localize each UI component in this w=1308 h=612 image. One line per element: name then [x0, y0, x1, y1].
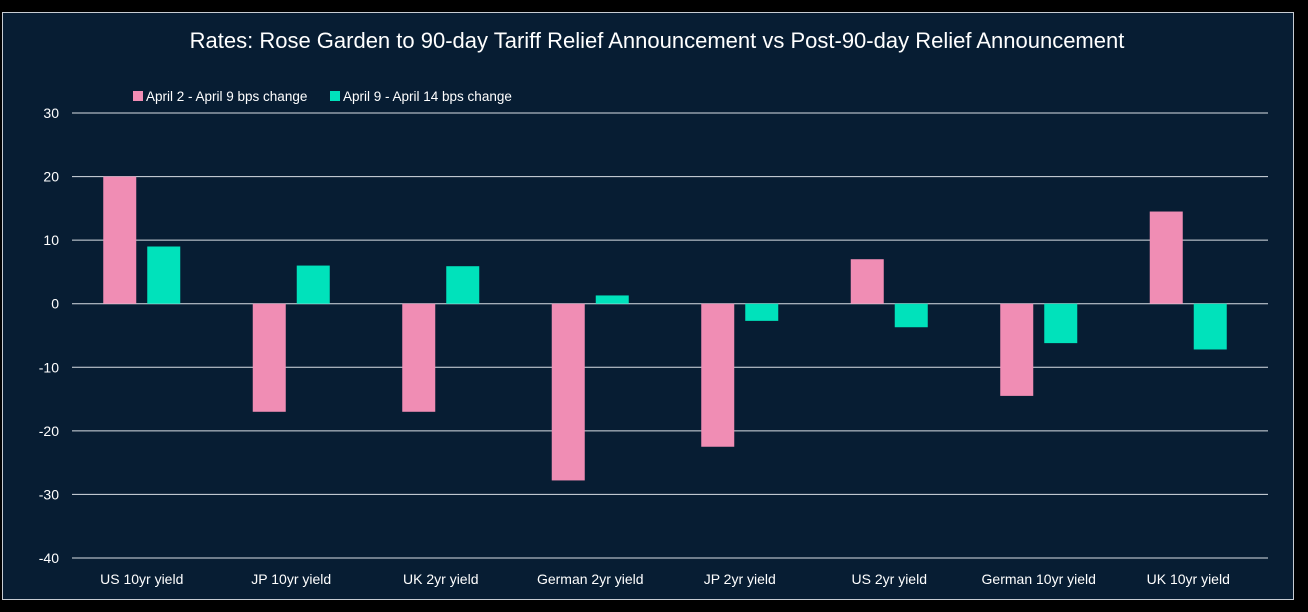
legend-label-series-1: April 2 - April 9 bps change [146, 89, 307, 104]
bar-series-1 [701, 303, 735, 447]
x-category-label: UK 10yr yield [1147, 571, 1230, 587]
bar-series-1 [103, 176, 137, 304]
bar-series-2 [745, 303, 779, 321]
bar-series-2 [595, 295, 629, 304]
x-category-label: US 2yr yield [852, 571, 927, 587]
y-tick-label: 20 [43, 169, 59, 185]
bar-series-2 [894, 303, 928, 328]
bar-series-1 [850, 259, 884, 304]
y-tick-label: 30 [43, 105, 59, 121]
bar-series-2 [1044, 303, 1078, 344]
bar-series-1 [402, 303, 436, 412]
y-tick-label: -10 [39, 359, 59, 375]
legend-swatch-series-1 [133, 91, 143, 101]
chart-frame: Rates: Rose Garden to 90-day Tariff Reli… [2, 12, 1294, 600]
legend-swatch-series-2 [330, 91, 340, 101]
x-category-label: US 10yr yield [100, 571, 183, 587]
bar-series-2 [147, 246, 181, 304]
chart-title: Rates: Rose Garden to 90-day Tariff Reli… [190, 28, 1125, 53]
y-tick-label: -40 [39, 550, 59, 566]
x-category-label: German 10yr yield [982, 571, 1096, 587]
x-category-label: German 2yr yield [537, 571, 644, 587]
x-category-label: JP 10yr yield [251, 571, 331, 587]
bar-series-2 [296, 265, 330, 304]
bar-series-1 [551, 303, 585, 481]
y-tick-label: 10 [43, 232, 59, 248]
x-category-label: JP 2yr yield [704, 571, 776, 587]
y-tick-label: 0 [51, 296, 59, 312]
x-category-label: UK 2yr yield [403, 571, 478, 587]
legend: April 2 - April 9 bps change April 9 - Ap… [133, 89, 512, 104]
bar-series-1 [1149, 211, 1183, 304]
bar-series-2 [1193, 303, 1227, 350]
bar-series-1 [1000, 303, 1034, 396]
chart-svg: Rates: Rose Garden to 90-day Tariff Reli… [39, 28, 1268, 587]
y-tick-label: -20 [39, 423, 59, 439]
bars [103, 176, 1227, 481]
bar-series-1 [252, 303, 286, 412]
grid [72, 112, 1268, 559]
y-axis: 30 20 10 0 -10 -20 -30 -40 [39, 105, 59, 566]
x-axis: US 10yr yield JP 10yr yield UK 2yr yield Ge… [100, 571, 1230, 587]
legend-label-series-2: April 9 - April 14 bps change [343, 89, 512, 104]
bar-series-2 [446, 266, 480, 304]
y-tick-label: -30 [39, 486, 59, 502]
